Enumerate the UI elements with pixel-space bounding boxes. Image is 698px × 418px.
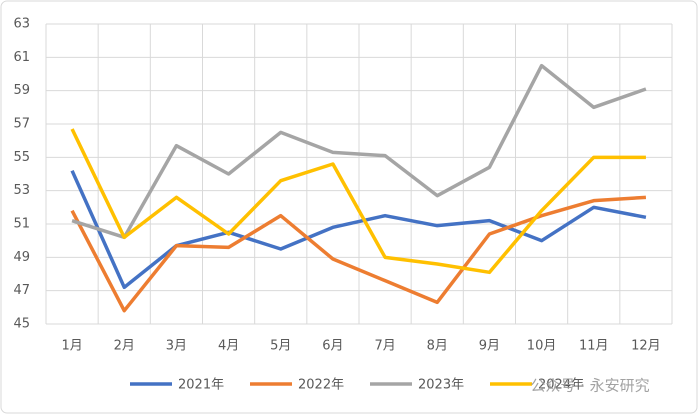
x-tick-label: 6月 [322, 339, 343, 354]
series-line [70, 169, 647, 290]
legend-label: 2024年 [538, 378, 584, 393]
x-tick-label: 8月 [427, 339, 448, 354]
legend-label: 2021年 [178, 378, 224, 393]
x-tick-label: 10月 [527, 339, 557, 354]
series-line [70, 195, 647, 313]
y-tick-label: 51 [13, 217, 30, 232]
x-tick-label: 2月 [114, 339, 135, 354]
y-tick-label: 55 [13, 150, 30, 165]
y-tick-label: 49 [13, 250, 30, 265]
legend-label: 2022年 [298, 378, 344, 393]
y-tick-label: 45 [13, 317, 30, 332]
y-tick-label: 57 [13, 117, 30, 132]
series-line [70, 128, 646, 275]
x-tick-label: 11月 [579, 339, 609, 354]
x-tick-label: 12月 [631, 339, 661, 354]
x-tick-label: 1月 [61, 339, 82, 354]
series-line [71, 63, 647, 240]
y-tick-label: 47 [13, 283, 30, 298]
y-tick-label: 59 [13, 83, 30, 98]
x-tick-label: 5月 [270, 339, 291, 354]
legend-label: 2023年 [418, 378, 464, 393]
x-tick-label: 4月 [218, 339, 239, 354]
y-tick-label: 63 [13, 17, 30, 32]
x-tick-label: 3月 [166, 339, 187, 354]
x-tick-label: 9月 [479, 339, 500, 354]
x-tick-label: 7月 [374, 339, 395, 354]
watermark: 公众号 · 永安研究 [530, 377, 649, 395]
y-tick-label: 53 [13, 183, 30, 198]
y-tick-label: 61 [13, 50, 30, 65]
